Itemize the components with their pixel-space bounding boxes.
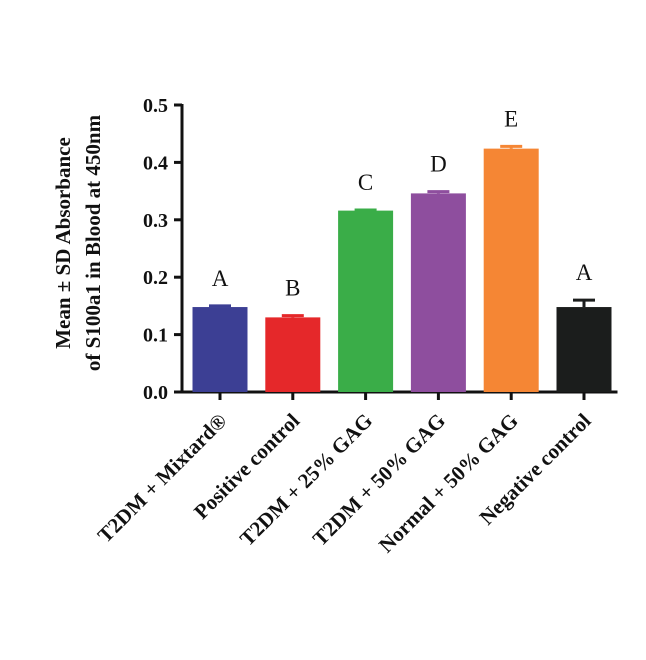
bar bbox=[556, 307, 612, 392]
y-tick-label: 0.0 bbox=[143, 382, 168, 404]
y-axis-title: Mean ± SD Absorbance of S100a1 in Blood … bbox=[51, 114, 105, 371]
y-tick-label: 0.3 bbox=[143, 210, 168, 232]
y-axis-title-line-1: Mean ± SD Absorbance bbox=[51, 137, 75, 349]
bars bbox=[192, 148, 612, 392]
x-category-label: Normal + 50% GAG bbox=[374, 409, 523, 558]
y-tick-label: 0.5 bbox=[143, 95, 168, 117]
x-category-label: T2DM + Mixtard® bbox=[93, 408, 232, 547]
axes bbox=[180, 104, 618, 394]
bar bbox=[483, 148, 539, 392]
error-bars bbox=[209, 144, 595, 318]
significance-letter: E bbox=[504, 106, 518, 131]
y-tick-label: 0.4 bbox=[143, 152, 168, 174]
y-tick-label: 0.1 bbox=[143, 325, 168, 347]
significance-letter: A bbox=[576, 260, 593, 285]
x-category-label: T2DM + 25% GAG bbox=[235, 409, 377, 551]
significance-letter: B bbox=[285, 276, 300, 301]
bar bbox=[192, 307, 248, 392]
significance-letter: D bbox=[430, 152, 447, 177]
significance-letter: C bbox=[358, 170, 373, 195]
significance-letter: A bbox=[212, 266, 229, 291]
y-ticks: 0.0 0.1 0.2 0.3 0.4 0.5 bbox=[143, 95, 182, 404]
bar bbox=[410, 193, 466, 392]
y-axis-title-line-2: of S100a1 in Blood at 450nm bbox=[81, 114, 105, 371]
bar bbox=[338, 210, 394, 392]
significance-letters: A B C D E A bbox=[212, 106, 593, 300]
x-category-label: T2DM + 50% GAG bbox=[308, 409, 450, 551]
bar bbox=[265, 317, 321, 392]
y-tick-label: 0.2 bbox=[143, 267, 168, 289]
